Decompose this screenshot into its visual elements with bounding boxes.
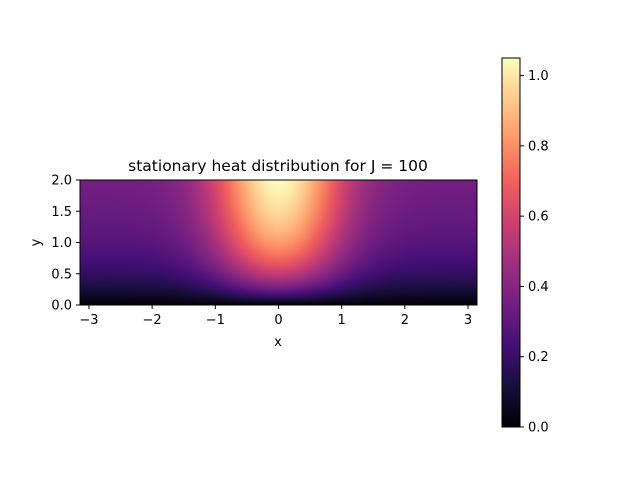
x-tick-label: −1 bbox=[206, 313, 225, 328]
x-tick-label: 2 bbox=[401, 313, 409, 328]
y-axis-label: y bbox=[29, 238, 44, 246]
x-tick-label: −3 bbox=[79, 313, 98, 328]
colorbar-tick-label: 0.6 bbox=[528, 210, 549, 225]
x-tick-label: 1 bbox=[338, 313, 346, 328]
colorbar-bar bbox=[501, 57, 521, 428]
colorbar: 0.0 0.2 0.4 0.6 0.8 1.0 bbox=[501, 57, 549, 436]
colorbar-tick-label: 1.0 bbox=[528, 69, 549, 84]
x-axis-label: x bbox=[274, 335, 282, 350]
y-tick-label: 0.5 bbox=[51, 267, 72, 282]
colorbar-ticks: 0.0 0.2 0.4 0.6 0.8 1.0 bbox=[520, 69, 549, 436]
y-tick-label: 1.0 bbox=[51, 236, 72, 251]
x-axis-ticks: −3 −2 −1 0 1 2 3 bbox=[79, 305, 472, 328]
colorbar-tick-label: 0.4 bbox=[528, 280, 549, 295]
heatmap-plot-area bbox=[79, 179, 478, 306]
y-tick-label: 2.0 bbox=[51, 174, 72, 189]
x-tick-label: −2 bbox=[143, 313, 162, 328]
colorbar-tick-label: 0.8 bbox=[528, 139, 549, 154]
colorbar-tick-label: 0.0 bbox=[528, 421, 549, 436]
y-tick-label: 1.5 bbox=[51, 205, 72, 220]
x-tick-label: 0 bbox=[274, 313, 282, 328]
chart-title: stationary heat distribution for J = 100 bbox=[128, 157, 428, 175]
y-tick-label: 0.0 bbox=[51, 299, 72, 314]
x-tick-label: 3 bbox=[464, 313, 472, 328]
y-axis-ticks: 0.0 0.5 1.0 1.5 2.0 bbox=[51, 174, 80, 314]
colorbar-tick-label: 0.2 bbox=[528, 350, 549, 365]
heatmap-image bbox=[80, 180, 477, 305]
